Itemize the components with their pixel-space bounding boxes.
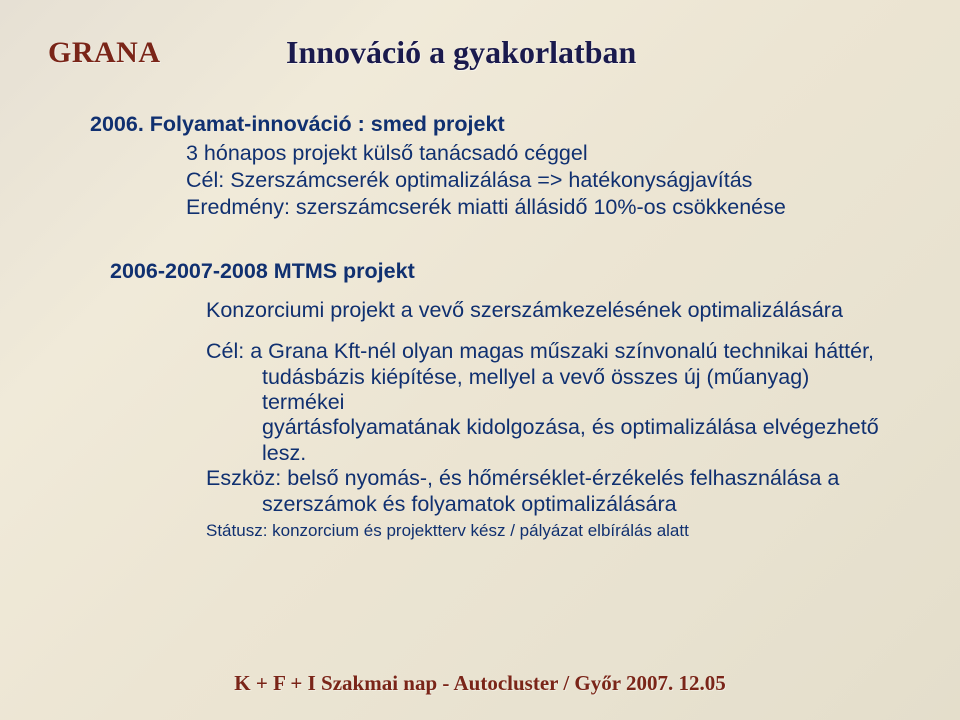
status-line: Státusz: konzorcium és projektterv kész … <box>206 521 890 541</box>
page-title: Innováció a gyakorlatban <box>286 34 636 71</box>
section1-line: Eredmény: szerszámcserék miatti állásidő… <box>186 195 890 221</box>
body-line: Eszköz: belső nyomás-, és hőmérséklet-ér… <box>206 466 890 491</box>
section1-line: 3 hónapos projekt külső tanácsadó céggel <box>186 141 890 167</box>
section1-line: Cél: Szerszámcserék optimalizálása => ha… <box>186 168 890 194</box>
body-line: szerszámok és folyamatok optimalizálásár… <box>262 492 890 517</box>
section1-heading: 2006. Folyamat-innováció : smed projekt <box>90 112 890 137</box>
section2-body: Cél: a Grana Kft-nél olyan magas műszaki… <box>206 339 890 517</box>
section1-body: 3 hónapos projekt külső tanácsadó céggel… <box>186 141 890 220</box>
body-line: Cél: a Grana Kft-nél olyan magas műszaki… <box>206 339 890 364</box>
brand-logo: GRANA <box>48 36 161 70</box>
content-area: 2006. Folyamat-innováció : smed projekt … <box>90 112 890 541</box>
body-line: tudásbázis kiépítése, mellyel a vevő öss… <box>262 365 890 416</box>
section2-subline: Konzorciumi projekt a vevő szerszámkezel… <box>206 298 890 323</box>
body-line: gyártásfolyamatának kidolgozása, és opti… <box>262 415 890 466</box>
section2-heading: 2006-2007-2008 MTMS projekt <box>110 259 890 284</box>
footer-text: K + F + I Szakmai nap - Autocluster / Gy… <box>0 671 960 696</box>
